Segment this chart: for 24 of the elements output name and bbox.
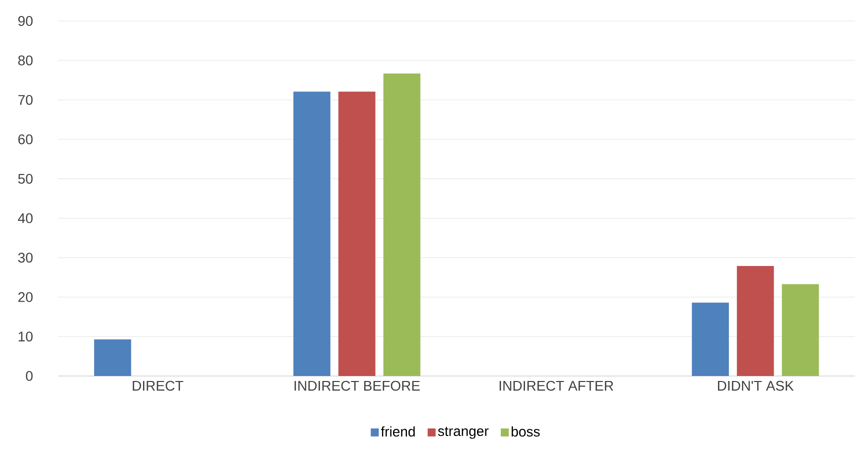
y-tick-label: 30	[18, 252, 33, 263]
y-tick-label: 0	[26, 371, 33, 381]
y-tick-label: 60	[18, 134, 33, 144]
y-tick-label: 70	[18, 94, 33, 105]
y-tick-label: 90	[18, 16, 33, 26]
legend-label: stranger	[438, 426, 489, 439]
bar	[338, 92, 376, 376]
x-tick-label: INDIRECT AFTER	[500, 380, 614, 391]
bar	[782, 284, 819, 376]
x-tick-label: INDIRECT BEFORE	[294, 380, 420, 391]
bar	[94, 339, 132, 376]
y-tick-label: 80	[18, 55, 33, 66]
legend-label: friend	[380, 426, 415, 437]
legend-label: boss	[512, 426, 540, 437]
y-tick-label: 10	[18, 332, 33, 342]
bar	[383, 73, 420, 376]
y-tick-label: 50	[18, 174, 33, 184]
bar	[293, 92, 330, 376]
y-tick-label: 40	[18, 213, 33, 224]
y-tick-label: 20	[18, 292, 33, 302]
bar	[736, 266, 774, 376]
x-tick-label: DIDN'T ASK	[718, 380, 794, 391]
bar	[692, 302, 729, 376]
x-tick-label: DIRECT	[132, 380, 184, 391]
